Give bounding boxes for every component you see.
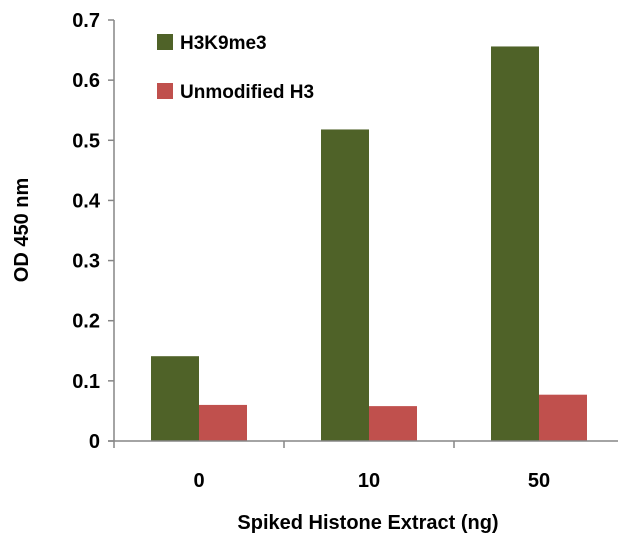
- axes-group: [108, 20, 618, 442]
- y-tick-label: 0.4: [72, 190, 101, 212]
- y-tick-label: 0: [89, 431, 100, 453]
- bar-unmodified-h3-10: [369, 406, 417, 441]
- x-tick-label: 50: [528, 470, 550, 492]
- bar-unmodified-h3-0: [199, 404, 247, 441]
- y-tick-label: 0.6: [72, 70, 100, 92]
- y-tick-label: 0.7: [72, 10, 100, 32]
- legend-swatch: [157, 83, 173, 99]
- legend-swatch: [157, 34, 173, 50]
- y-tick-label: 0.5: [72, 130, 100, 152]
- legend-label: H3K9me3: [180, 33, 267, 54]
- bar-h3k9me3-50: [491, 46, 539, 441]
- y-ticks-group: 0 0.1 0.2 0.3 0.4 0.5 0.6 0.7: [72, 10, 114, 453]
- y-tick-label: 0.3: [72, 251, 100, 273]
- x-tick-label: 10: [358, 470, 380, 492]
- y-tick-label: 0.2: [72, 311, 100, 333]
- x-ticks-group: 0 10 50: [113, 441, 550, 492]
- y-axis-title: OD 450 nm: [11, 178, 33, 282]
- legend-label: Unmodified H3: [180, 82, 314, 103]
- x-axis-title: Spiked Histone Extract (ng): [237, 512, 498, 534]
- bar-h3k9me3-10: [321, 129, 369, 441]
- y-tick-label: 0.1: [72, 371, 100, 393]
- bar-h3k9me3-0: [151, 356, 199, 441]
- legend: H3K9me3 Unmodified H3: [157, 33, 314, 103]
- bars-group: [151, 46, 587, 441]
- bar-unmodified-h3-50: [539, 394, 587, 441]
- x-tick-label: 0: [193, 470, 204, 492]
